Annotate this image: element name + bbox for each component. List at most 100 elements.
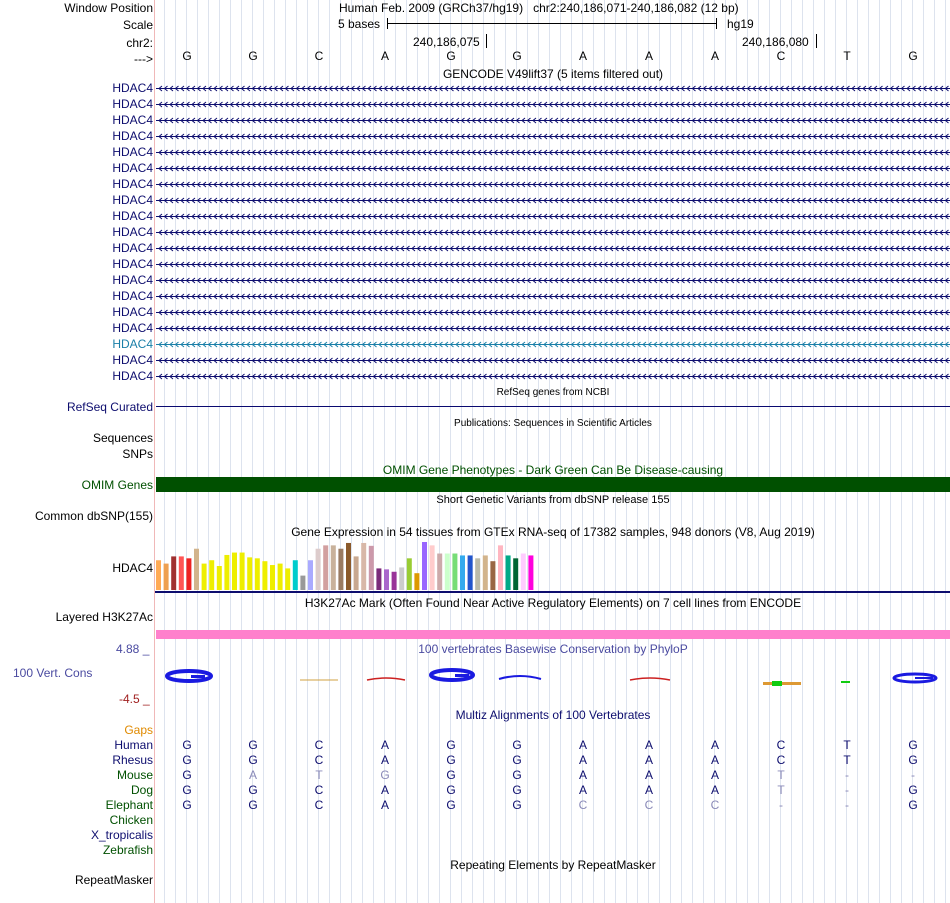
- dbsnp-label[interactable]: Common dbSNP(155): [34, 509, 153, 523]
- gaps-label[interactable]: Gaps: [124, 723, 153, 737]
- multiz-base: -: [845, 768, 849, 782]
- gtex-label[interactable]: HDAC4: [112, 561, 153, 575]
- gencode-transcript-line[interactable]: [156, 308, 950, 317]
- gencode-transcript-line[interactable]: [156, 292, 950, 301]
- multiz-base: A: [578, 738, 587, 752]
- omim-label[interactable]: OMIM Genes: [81, 478, 153, 492]
- gencode-transcript-line[interactable]: [156, 324, 950, 333]
- gencode-item-label[interactable]: HDAC4: [112, 289, 153, 303]
- publications-sequences-label[interactable]: Sequences: [92, 431, 153, 445]
- multiz-species-label[interactable]: Mouse: [116, 768, 153, 782]
- multiz-base: A: [578, 753, 587, 767]
- multiz-base: G: [446, 753, 456, 767]
- refseq-gene-line[interactable]: [156, 406, 950, 407]
- multiz-base: A: [710, 753, 719, 767]
- gencode-item-label[interactable]: HDAC4: [112, 257, 153, 271]
- gencode-transcript-line[interactable]: [156, 148, 950, 157]
- sequence-base: C: [776, 49, 786, 63]
- gtex-bar: [194, 548, 199, 590]
- multiz-title[interactable]: Multiz Alignments of 100 Vertebrates: [455, 708, 651, 722]
- gencode-transcript-line[interactable]: [156, 244, 950, 253]
- gencode-transcript-line[interactable]: [156, 84, 950, 93]
- gencode-transcript-line[interactable]: [156, 196, 950, 205]
- multiz-base: G: [248, 798, 258, 812]
- h3k27ac-label[interactable]: Layered H3K27Ac: [55, 610, 153, 624]
- gencode-item-label[interactable]: HDAC4: [112, 337, 153, 351]
- gtex-bar: [384, 569, 389, 590]
- publications-snps-label[interactable]: SNPs: [122, 447, 153, 461]
- multiz-base: C: [578, 798, 588, 812]
- omim-title[interactable]: OMIM Gene Phenotypes - Dark Green Can Be…: [382, 463, 724, 477]
- gencode-transcript-line[interactable]: [156, 356, 950, 365]
- multiz-base: G: [512, 783, 522, 797]
- refseq-label[interactable]: RefSeq Curated: [66, 400, 153, 414]
- gtex-bar: [315, 548, 321, 590]
- gencode-item-label[interactable]: HDAC4: [112, 145, 153, 159]
- phylop-label[interactable]: 100 Vert. Cons: [13, 666, 93, 680]
- coord-label-1: 240,186,075: [413, 35, 480, 49]
- multiz-species-label[interactable]: X_tropicalis: [90, 828, 153, 842]
- gencode-title[interactable]: GENCODE V49lift37 (5 items filtered out): [442, 67, 664, 81]
- gencode-item-label[interactable]: HDAC4: [112, 113, 153, 127]
- repeatmasker-title[interactable]: Repeating Elements by RepeatMasker: [450, 858, 656, 872]
- gencode-transcript-line[interactable]: [156, 372, 950, 381]
- h3k27ac-signal-bar[interactable]: [156, 630, 950, 639]
- gtex-bar: [520, 553, 526, 590]
- phylop-logo[interactable]: [155, 664, 950, 694]
- gencode-item-label[interactable]: HDAC4: [112, 97, 153, 111]
- gencode-transcript-line[interactable]: [156, 132, 950, 141]
- sequence-base: T: [843, 49, 851, 63]
- multiz-base: A: [380, 753, 389, 767]
- gencode-item-label[interactable]: HDAC4: [112, 129, 153, 143]
- phylop-title[interactable]: 100 vertebrates Basewise Conservation by…: [418, 642, 688, 656]
- multiz-species-label[interactable]: Dog: [130, 783, 153, 797]
- gtex-bar: [163, 563, 169, 590]
- gencode-transcript-line[interactable]: [156, 340, 950, 349]
- gencode-transcript-line[interactable]: [156, 164, 950, 173]
- omim-gene-bar[interactable]: [156, 477, 950, 492]
- gencode-item-label[interactable]: HDAC4: [112, 273, 153, 287]
- gencode-transcript-line[interactable]: [156, 116, 950, 125]
- gencode-item-label[interactable]: HDAC4: [112, 305, 153, 319]
- multiz-species-label[interactable]: Human: [114, 738, 153, 752]
- gencode-item-label[interactable]: HDAC4: [112, 177, 153, 191]
- repeatmasker-label[interactable]: RepeatMasker: [74, 873, 153, 887]
- gencode-item-label[interactable]: HDAC4: [112, 81, 153, 95]
- gtex-bar: [232, 552, 237, 590]
- multiz-base: T: [843, 738, 851, 752]
- multiz-base: T: [777, 768, 785, 782]
- multiz-base: A: [380, 738, 389, 752]
- multiz-base: A: [644, 768, 653, 782]
- multiz-species-label[interactable]: Chicken: [109, 813, 153, 827]
- gencode-item-label[interactable]: HDAC4: [112, 369, 153, 383]
- gencode-item-label[interactable]: HDAC4: [112, 209, 153, 223]
- refseq-title[interactable]: RefSeq genes from NCBI: [496, 387, 610, 398]
- publications-title[interactable]: Publications: Sequences in Scientific Ar…: [454, 418, 652, 429]
- gtex-bar-chart[interactable]: [155, 540, 950, 594]
- scale-db: hg19: [727, 17, 754, 31]
- h3k27ac-title[interactable]: H3K27Ac Mark (Often Found Near Active Re…: [304, 596, 802, 610]
- gencode-transcript-line[interactable]: [156, 260, 950, 269]
- gencode-transcript-line[interactable]: [156, 100, 950, 109]
- dbsnp-title[interactable]: Short Genetic Variants from dbSNP releas…: [436, 494, 670, 506]
- gencode-transcript-line[interactable]: [156, 228, 950, 237]
- gencode-item-label[interactable]: HDAC4: [112, 161, 153, 175]
- multiz-species-label[interactable]: Rhesus: [112, 753, 153, 767]
- gencode-item-label[interactable]: HDAC4: [112, 321, 153, 335]
- gtex-bar: [338, 548, 344, 590]
- multiz-base: G: [248, 783, 258, 797]
- gtex-bar: [186, 558, 192, 590]
- gencode-item-label[interactable]: HDAC4: [112, 241, 153, 255]
- multiz-species-label[interactable]: Elephant: [105, 798, 153, 812]
- gencode-item-label[interactable]: HDAC4: [112, 225, 153, 239]
- gencode-transcript-line[interactable]: [156, 212, 950, 221]
- gtex-bar: [239, 552, 245, 590]
- gencode-transcript-line[interactable]: [156, 180, 950, 189]
- gencode-transcript-line[interactable]: [156, 276, 950, 285]
- gencode-item-label[interactable]: HDAC4: [112, 353, 153, 367]
- multiz-species-label[interactable]: Zebrafish: [102, 843, 153, 857]
- gtex-bar: [292, 560, 298, 590]
- gtex-title[interactable]: Gene Expression in 54 tissues from GTEx …: [291, 525, 815, 539]
- multiz-base: -: [845, 798, 849, 812]
- gencode-item-label[interactable]: HDAC4: [112, 193, 153, 207]
